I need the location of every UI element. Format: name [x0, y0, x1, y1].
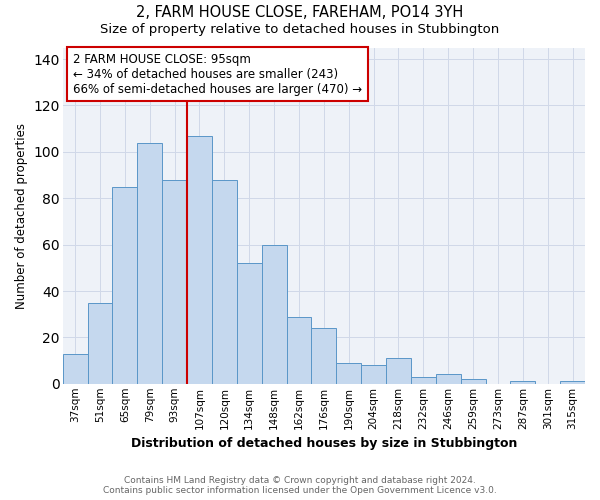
Bar [436, 374, 461, 384]
Bar [311, 328, 336, 384]
Text: 2, FARM HOUSE CLOSE, FAREHAM, PO14 3YH: 2, FARM HOUSE CLOSE, FAREHAM, PO14 3YH [136, 5, 464, 20]
Bar [461, 379, 485, 384]
Bar [237, 263, 262, 384]
Y-axis label: Number of detached properties: Number of detached properties [15, 122, 28, 308]
Bar [112, 186, 137, 384]
Bar [336, 363, 361, 384]
Bar [361, 365, 386, 384]
Bar [386, 358, 411, 384]
Bar [187, 136, 212, 384]
Bar [411, 377, 436, 384]
Bar [162, 180, 187, 384]
Bar [137, 142, 162, 384]
Bar [212, 180, 237, 384]
Text: 2 FARM HOUSE CLOSE: 95sqm
← 34% of detached houses are smaller (243)
66% of semi: 2 FARM HOUSE CLOSE: 95sqm ← 34% of detac… [73, 52, 362, 96]
Text: Contains HM Land Registry data © Crown copyright and database right 2024.
Contai: Contains HM Land Registry data © Crown c… [103, 476, 497, 495]
X-axis label: Distribution of detached houses by size in Stubbington: Distribution of detached houses by size … [131, 437, 517, 450]
Bar [511, 382, 535, 384]
Bar [560, 382, 585, 384]
Bar [287, 316, 311, 384]
Bar [262, 244, 287, 384]
Bar [63, 354, 88, 384]
Bar [88, 302, 112, 384]
Text: Size of property relative to detached houses in Stubbington: Size of property relative to detached ho… [100, 22, 500, 36]
